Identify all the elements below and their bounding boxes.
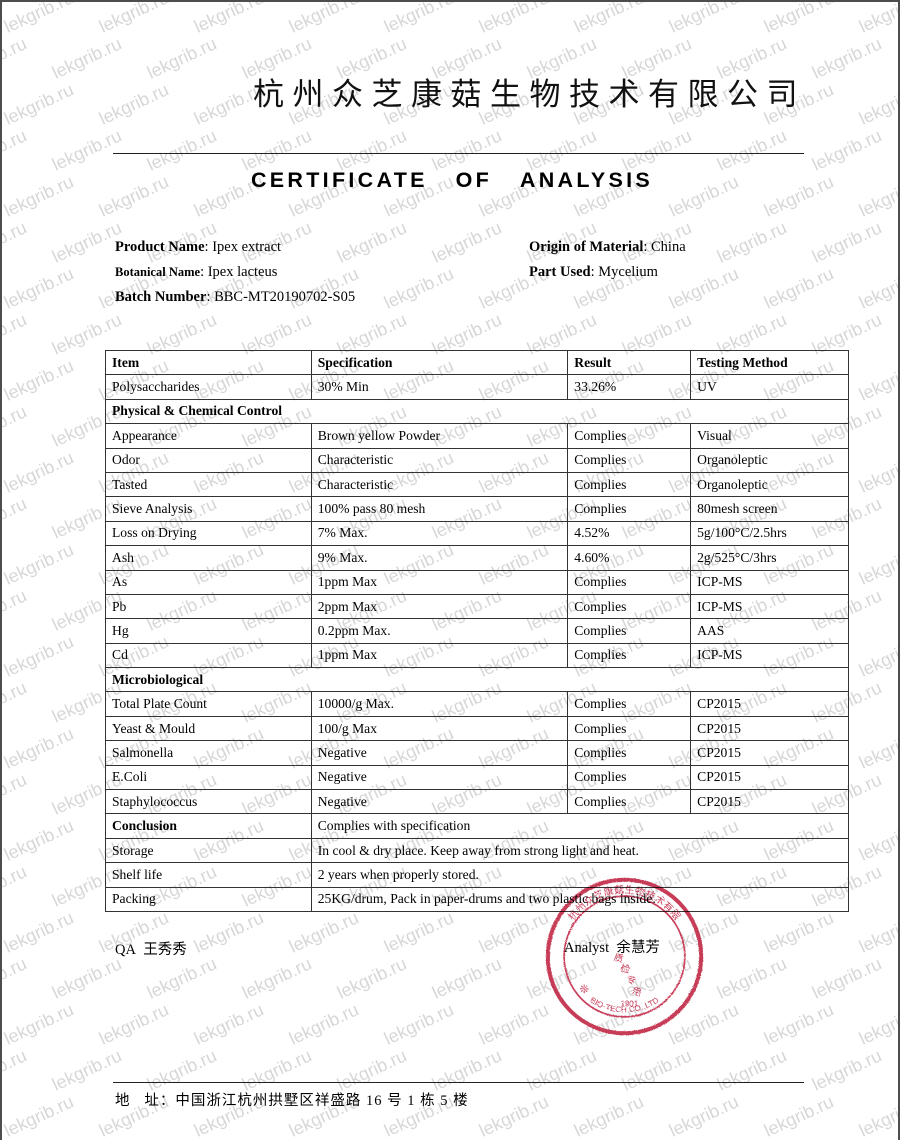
svg-text:1901: 1901 [620,999,638,1008]
svg-text:❊: ❊ [579,984,589,996]
svg-text:用: 用 [631,986,643,999]
svg-text:杭州众芝康菇生物技术有限: 杭州众芝康菇生物技术有限 [565,883,683,923]
svg-text:专: 专 [625,973,637,987]
svg-text:检: 检 [619,962,632,976]
